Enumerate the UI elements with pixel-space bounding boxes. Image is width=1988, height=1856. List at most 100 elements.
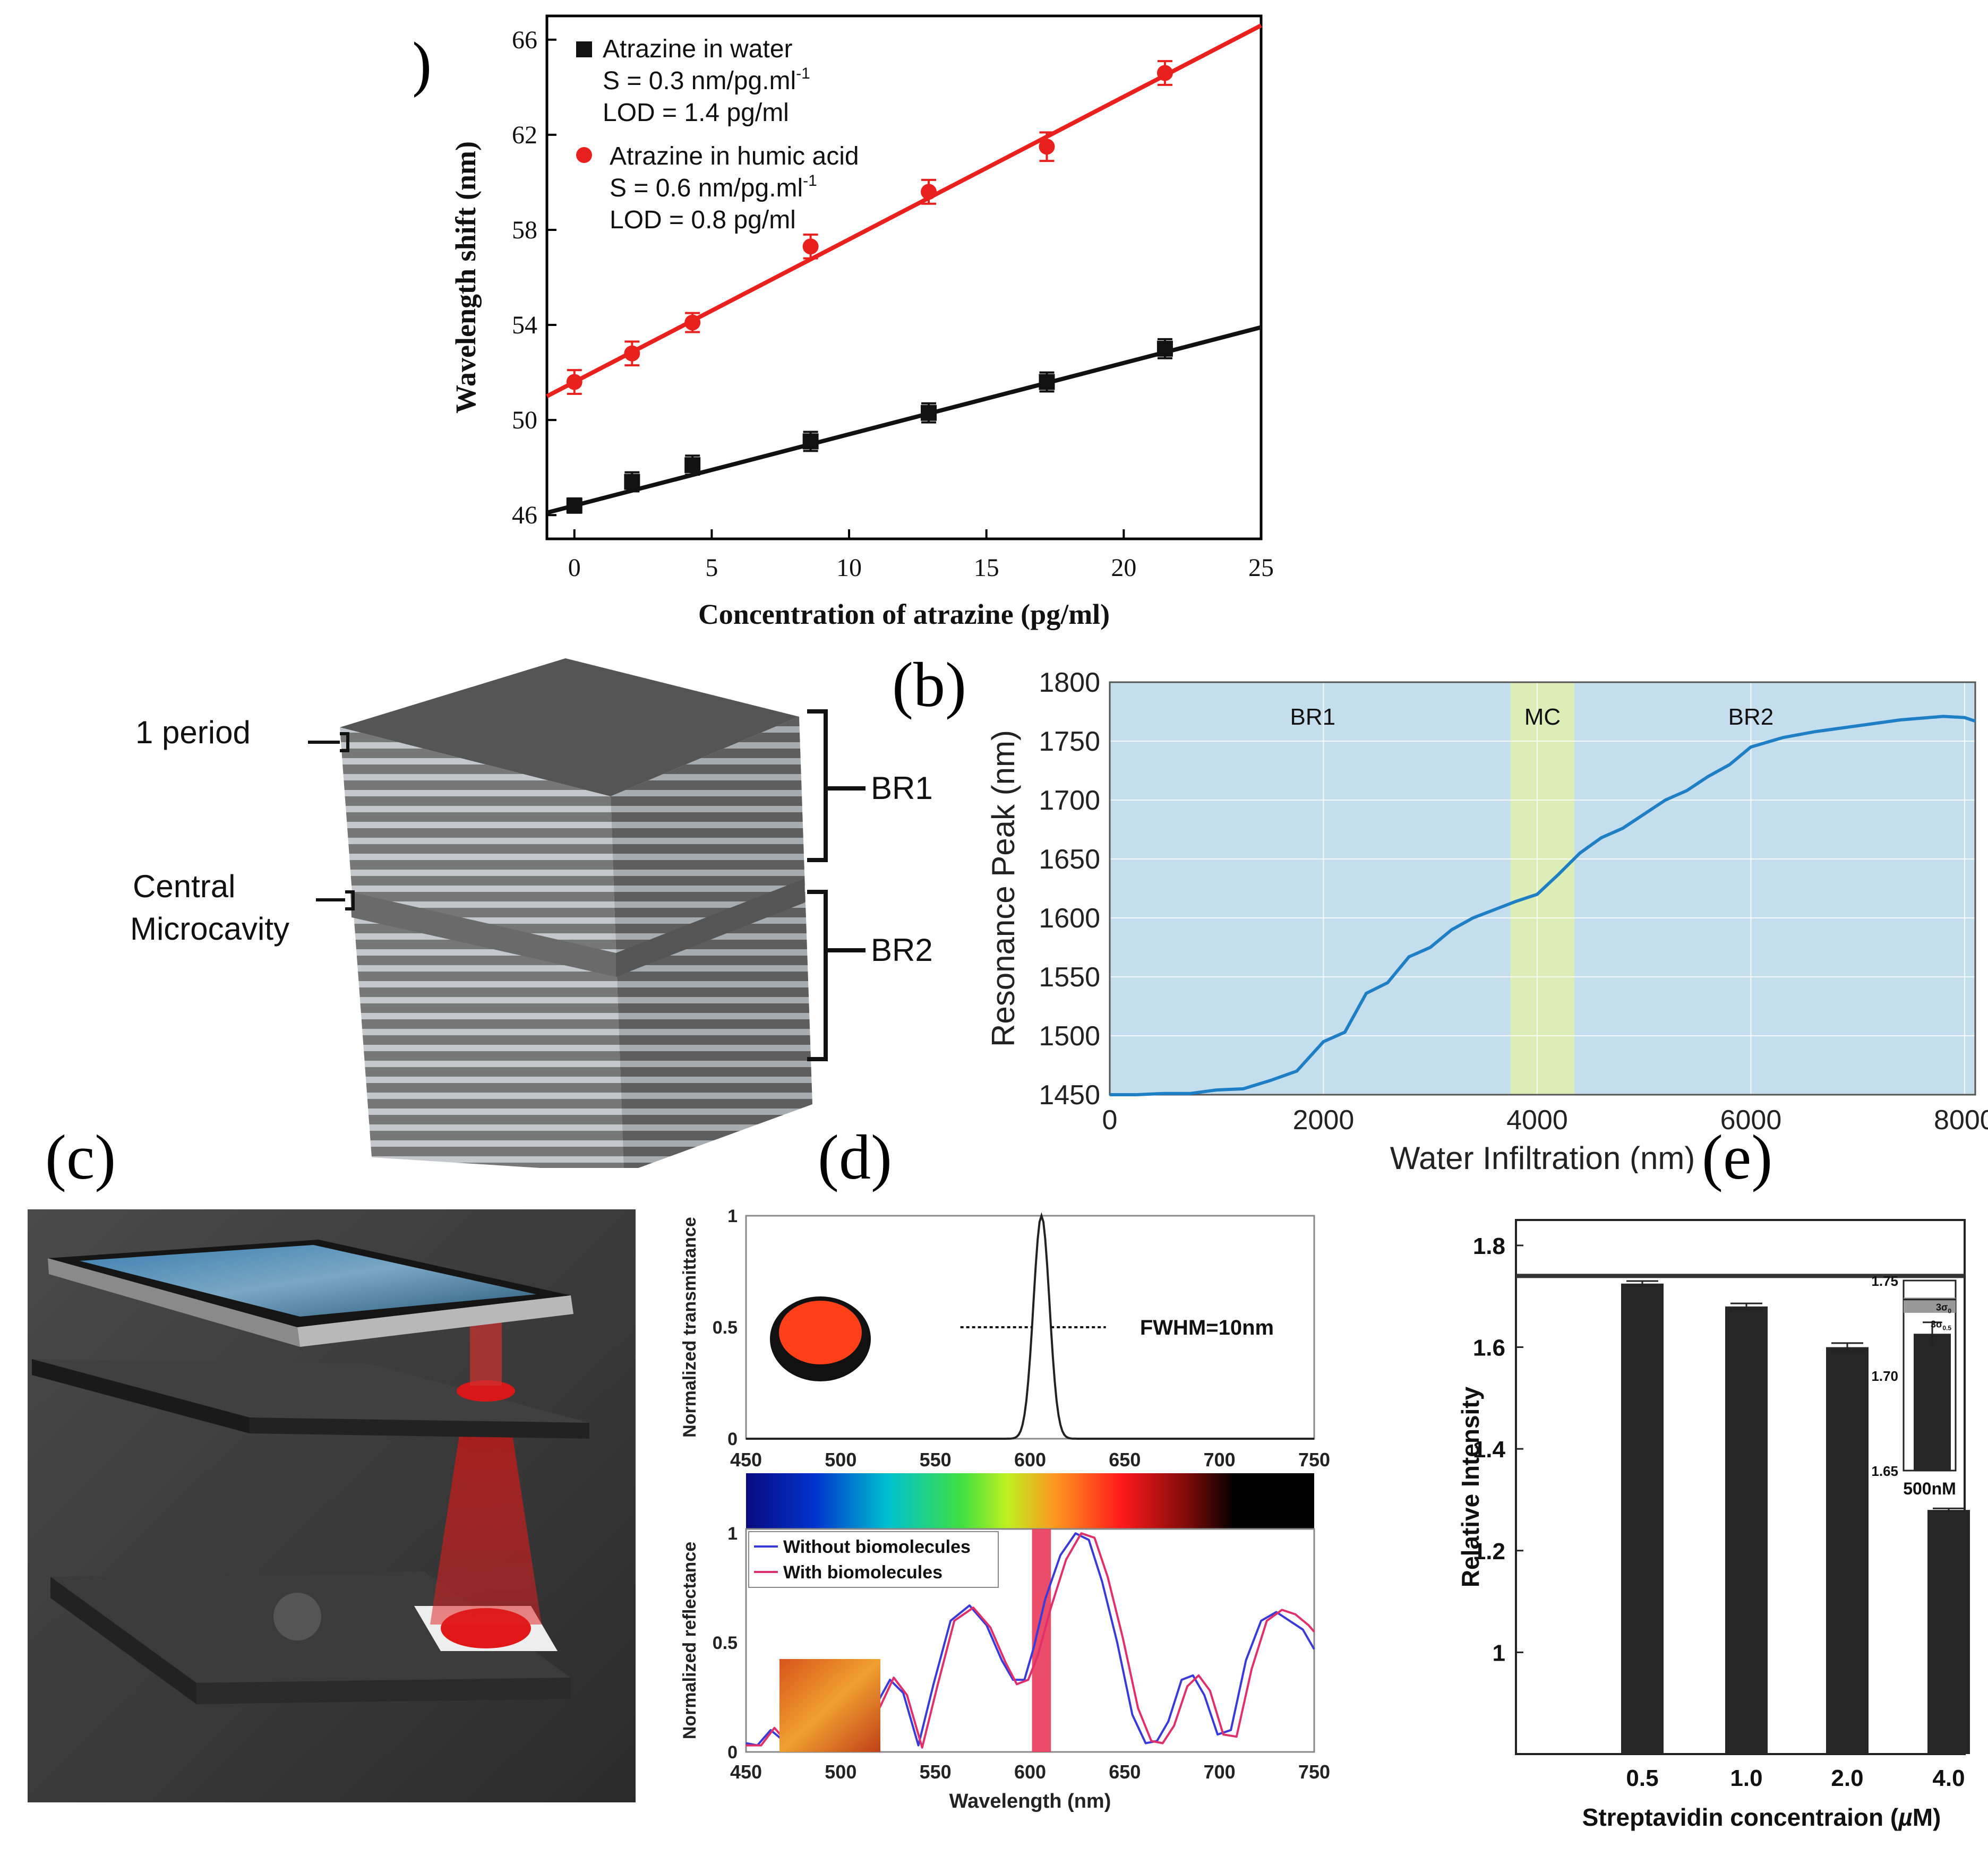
e-errorbar-4.0 (1933, 1507, 1965, 1513)
e-ytick-label-3: 1.6 (1473, 1335, 1505, 1361)
a-point-water (1039, 374, 1055, 390)
middle-platform-edge (32, 1359, 250, 1433)
d-bottom-xtick-label-2: 550 (920, 1761, 952, 1783)
b-ylabel: Resonance Peak (nm) (986, 730, 1021, 1047)
d-top-ylabel: Normalized transmittance (680, 1217, 700, 1438)
e-inset-ytick-label-0: 1.65 (1871, 1463, 1898, 1479)
a-xtick-label-4: 20 (1111, 554, 1136, 582)
legend-water-name: Atrazine in water (603, 35, 793, 63)
e-ytick-label-1: 1.2 (1473, 1539, 1505, 1565)
a-point-water (624, 474, 640, 490)
smartphone-edge (297, 1295, 573, 1347)
d-top-xtick-label-0: 450 (730, 1449, 762, 1471)
chart-b: (b) 0 2000 4000 6000 8000 1450 1500 1550 1600 165… (892, 649, 1988, 1173)
b-region-label-BR2: BR2 (1728, 704, 1774, 730)
a-fit-line-1 (546, 23, 1262, 398)
d-bottom-xtick-label-4: 650 (1109, 1761, 1141, 1783)
a-point-water (802, 433, 819, 450)
cube-top-face (340, 658, 799, 796)
e-inset-label-3s0: 3σ0 (1936, 1302, 1951, 1315)
label-br1: BR1 (871, 770, 933, 806)
b-region-label-MC: MC (1524, 704, 1561, 730)
label-central: Central (133, 869, 235, 904)
visible-spectrum-bar (746, 1473, 1314, 1529)
b-ytick-label-7: 1800 (1039, 667, 1100, 698)
e-ytick-label-2: 1.4 (1473, 1437, 1506, 1463)
d-bottom-xtick-label-3: 600 (1014, 1761, 1046, 1783)
e-xtick-label-0.5: 0.5 (1626, 1765, 1658, 1791)
a-ytick-label-4: 62 (512, 121, 537, 149)
label-br2: BR2 (871, 932, 933, 968)
a-ylabel: Wavelength shift (nm) (450, 141, 482, 414)
panel-b: (b) 0 2000 4000 6000 8000 1450 1500 1550 1600 165… (881, 642, 1988, 1173)
legend-water-s: S = 0.3 nm/pg.ml-1 (603, 65, 810, 95)
e-inset-ytick-label-2: 1.75 (1871, 1273, 1898, 1289)
a-ytick-label-0: 46 (512, 501, 537, 529)
a-point-humic (921, 184, 937, 200)
a-fit-line-0 (546, 325, 1262, 515)
a-point-humic (1156, 65, 1173, 81)
bottom-platform-front (196, 1678, 571, 1704)
panel-e: (e) 1 1.2 1.4 1.6 1.8 0.5 1.0 2.0 4.0 Streptavidi… (1434, 1115, 1988, 1856)
e-bar-0.5 (1621, 1283, 1664, 1754)
a-ytick-label-1: 50 (512, 406, 537, 434)
d-bottom-xtick-label-5: 700 (1204, 1761, 1236, 1783)
b-ytick-label-0: 1450 (1039, 1080, 1100, 1111)
legend-humic-lod: LOD = 0.8 pg/ml (610, 206, 796, 234)
e-errorbar-2.0 (1831, 1342, 1863, 1352)
d-bottom-xtick-label-6: 750 (1298, 1761, 1330, 1783)
b-xtick-label-1: 2000 (1293, 1105, 1355, 1136)
a-point-water (921, 405, 937, 421)
d-bottom-ylabel: Normalized reflectance (680, 1542, 700, 1739)
e-bar-1.0 (1725, 1306, 1768, 1754)
a-xlabel: Concentration of atrazine (pg/ml) (698, 598, 1110, 630)
d-top-ytick-label-2: 1 (727, 1206, 738, 1226)
cube-front-face (340, 727, 624, 1168)
a-point-water (684, 457, 701, 474)
d-top-xtick-label-2: 550 (920, 1449, 952, 1471)
b-ytick-label-6: 1750 (1039, 726, 1100, 757)
a-xtick-label-3: 15 (974, 554, 999, 582)
d-bottom-xtick-label-1: 500 (825, 1761, 856, 1783)
panel-d: (d) 450 500 550 600 650 700 750 0 0.5 1 FWHM=10nm N… (653, 1115, 1434, 1856)
label-microcavity: Microcavity (130, 911, 289, 947)
b-ytick-label-2: 1550 (1039, 962, 1100, 993)
d-top-xtick-label-1: 500 (825, 1449, 856, 1471)
laser-beam (430, 1417, 542, 1625)
a-xtick-label-1: 5 (705, 554, 718, 582)
b-region-label-BR1: BR1 (1290, 704, 1336, 730)
cavity-bracket (316, 890, 355, 910)
cube-side-face (611, 717, 812, 1168)
light-column (470, 1322, 502, 1386)
d-top-xtick-label-6: 750 (1298, 1449, 1330, 1471)
e-ylabel: Relative Intensity (1456, 1386, 1484, 1587)
smartphone-side (48, 1258, 300, 1347)
a-xtick-label-5: 25 (1248, 554, 1274, 582)
b-xtick-label-2: 4000 (1506, 1105, 1568, 1136)
a-point-humic (566, 374, 582, 390)
a-point-humic (802, 238, 819, 255)
e-inset-bar (1914, 1334, 1951, 1471)
panel-c: (c) (0, 1115, 653, 1856)
a-point-humic (684, 314, 701, 331)
panel-b-schematic: 1 period Central Microcavity BR1 BR2 (0, 637, 956, 1168)
e-xtick-label-1.0: 1.0 (1730, 1765, 1762, 1791)
chart-d: (d) 450 500 550 600 650 700 750 0 0.5 1 FWHM=10nm N… (680, 1122, 1330, 1812)
b-resonance-line (1110, 715, 1976, 1096)
d-top-xtick-label-3: 600 (1014, 1449, 1046, 1471)
d-legend-label-0: Without biomolecules (783, 1537, 971, 1557)
legend-marker-humic (576, 147, 592, 163)
period-bracket (308, 732, 349, 752)
e-xlabel: Streptavidin concentraion (µM) (1582, 1803, 1941, 1831)
smartphone-screen (80, 1245, 536, 1317)
a-ytick-label-2: 54 (512, 311, 537, 339)
d-fwhm-label: FWHM=10nm (1140, 1316, 1274, 1339)
e-inset-label: 500nM (1903, 1479, 1956, 1498)
b-xtick-label-4: 8000 (1934, 1105, 1988, 1136)
legend-humic-s: S = 0.6 nm/pg.ml-1 (610, 172, 817, 202)
d-legend-label-1: With biomolecules (783, 1562, 942, 1583)
a-point-humic (1039, 139, 1055, 155)
filter-glass (779, 1301, 862, 1364)
middle-platform (32, 1359, 589, 1423)
e-inset-ytick-label-1: 1.70 (1871, 1368, 1898, 1384)
